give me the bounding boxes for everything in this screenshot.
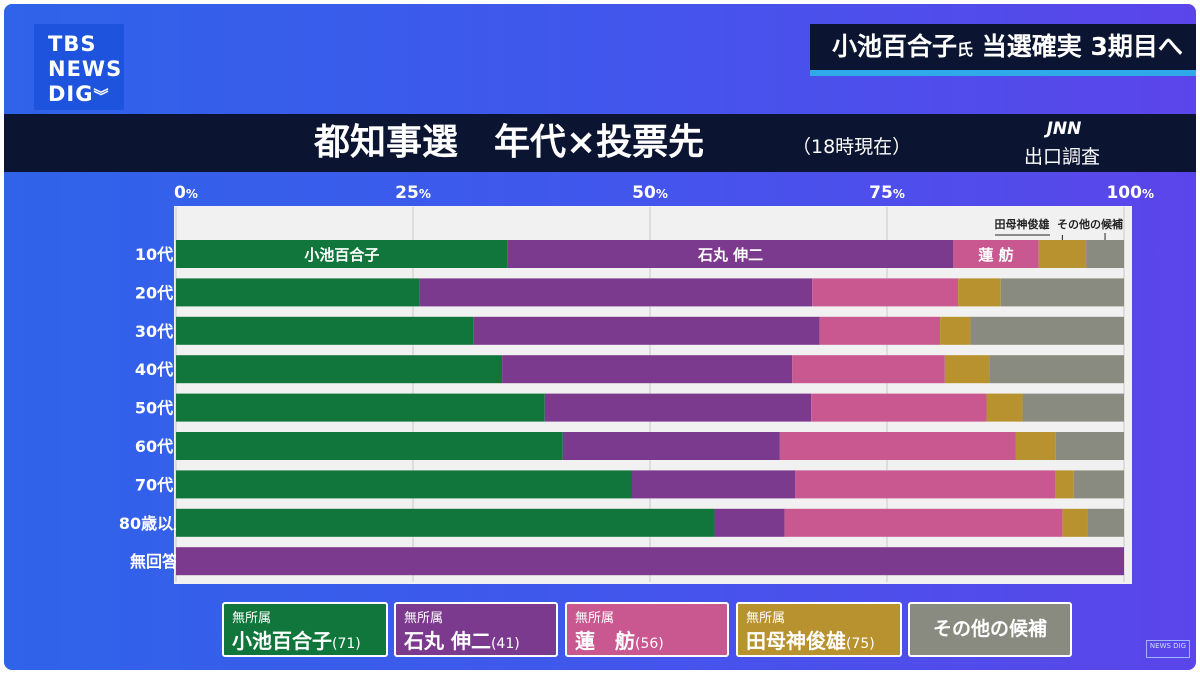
headline-name: 小池百合子 xyxy=(832,32,958,61)
bar-segment xyxy=(989,355,1124,384)
legend-name: 小池百合子(71) xyxy=(232,629,361,653)
bar-segment xyxy=(631,470,796,499)
category-label: 50代 xyxy=(135,399,173,418)
tbs-news-dig-logo: TBS NEWS DIG︾ xyxy=(34,24,124,110)
bar-segment xyxy=(1086,240,1124,268)
broadcast-frame: TBS NEWS DIG︾ 小池百合子氏 当選確実 3期目へ 都知事選 年代×投… xyxy=(4,4,1196,670)
logo-line-2: NEWS xyxy=(48,57,123,81)
bar-label: 小池百合子 xyxy=(304,246,379,264)
jnn-brand: JNN xyxy=(1046,119,1082,139)
title-bar xyxy=(4,114,1196,172)
bar-segment xyxy=(1055,432,1124,460)
bar-segment xyxy=(176,355,503,384)
bar-segment xyxy=(784,508,1063,537)
bar-segment xyxy=(507,240,954,268)
category-label: 10代 xyxy=(135,245,173,264)
bar-segment xyxy=(812,278,959,307)
headline-honorific: 氏 xyxy=(957,40,974,59)
x-tick-label: 100% xyxy=(1106,183,1154,203)
bar-segment xyxy=(176,278,420,307)
bar-segment xyxy=(1022,393,1124,422)
category-label: 80歳以上 xyxy=(119,514,189,533)
bar-segment xyxy=(1062,508,1088,537)
legend-party: 無所属 xyxy=(575,611,615,626)
bar-segment xyxy=(1038,240,1087,268)
headline-text: 当選確実 3期目へ xyxy=(981,32,1183,61)
dig-chevron-icon: ︾ xyxy=(93,87,110,105)
legend-name: 蓮 舫(56) xyxy=(575,629,664,653)
bar-segment xyxy=(1015,432,1056,460)
legend-tamogami: 無所属 田母神俊雄(75) xyxy=(736,602,902,657)
legend-koike: 無所属 小池百合子(71) xyxy=(222,602,388,657)
legend-name: 田母神俊雄(75) xyxy=(746,629,875,653)
legend-other: その他の候補 xyxy=(908,602,1072,657)
logo-line-1: TBS xyxy=(48,32,97,56)
legend-ishimaru: 無所属 石丸 伸二(41) xyxy=(394,602,558,657)
bar-segment xyxy=(176,508,715,537)
legend-party: 無所属 xyxy=(746,611,786,626)
category-label: 60代 xyxy=(135,437,173,456)
category-label: 30代 xyxy=(135,322,173,341)
bar-segment xyxy=(970,316,1124,345)
bar-segment xyxy=(819,316,941,345)
bar-segment xyxy=(544,393,812,422)
logo-line-3: DIG︾ xyxy=(48,82,110,106)
survey-label: 出口調査 xyxy=(1023,146,1100,168)
legend-name: その他の候補 xyxy=(932,618,1047,640)
chart-title: 都知事選 年代×投票先 xyxy=(314,122,705,163)
bar-segment xyxy=(562,432,780,460)
headline-accent-bar xyxy=(810,70,1196,76)
category-label: 無回答 xyxy=(130,552,179,571)
bar-label: 石丸 伸二 xyxy=(697,246,763,264)
category-label: 70代 xyxy=(135,475,173,494)
bar-segment xyxy=(176,432,563,460)
bar-segment xyxy=(940,316,971,345)
annotation-other: その他の候補 xyxy=(1057,217,1123,231)
bar-segment xyxy=(1073,470,1124,499)
legend-name: 石丸 伸二(41) xyxy=(404,629,520,653)
legend-party: 無所属 xyxy=(232,611,272,626)
category-label: 20代 xyxy=(135,283,173,302)
bar-segment xyxy=(176,316,474,345)
x-tick-label: 25% xyxy=(395,183,431,203)
legend-renho: 無所属 蓮 舫(56) xyxy=(565,602,729,657)
bar-segment xyxy=(502,355,793,384)
bar-segment xyxy=(176,470,632,499)
bar-segment xyxy=(944,355,990,384)
bar-segment xyxy=(1087,508,1124,537)
bar-segment xyxy=(176,393,545,422)
bar-label: 蓮 舫 xyxy=(978,246,1013,264)
bar-segment xyxy=(419,278,813,307)
legend-party: 無所属 xyxy=(404,611,444,626)
x-tick-label: 0% xyxy=(174,183,198,203)
bar-segment xyxy=(176,547,1124,576)
x-tick-label: 75% xyxy=(869,183,905,203)
bar-segment xyxy=(1000,278,1124,307)
category-label: 40代 xyxy=(135,360,173,379)
bar-segment xyxy=(473,316,820,345)
bar-segment xyxy=(779,432,1016,460)
bar-segment xyxy=(176,240,508,268)
bar-segment xyxy=(1055,470,1074,499)
headline-banner: 小池百合子氏 当選確実 3期目へ xyxy=(810,24,1196,70)
bar-segment xyxy=(958,278,1001,307)
bar-segment xyxy=(795,470,1056,499)
x-tick-label: 50% xyxy=(632,183,668,203)
stacked-bar-chart: 0% 25% 50% 75% 100% 10代 20代 30代 40代 50代 60代 70代 80歳以… xyxy=(119,183,1154,582)
annotation-tamogami: 田母神俊雄 xyxy=(995,217,1050,231)
bar-segment xyxy=(811,393,987,422)
bar-segment xyxy=(953,240,1039,268)
bar-segment xyxy=(986,393,1023,422)
bar-segment xyxy=(714,508,785,537)
chart-subtitle: （18時現在） xyxy=(792,136,912,158)
bar-segment xyxy=(792,355,945,384)
watermark-logo: NEWS DIG xyxy=(1146,640,1190,658)
